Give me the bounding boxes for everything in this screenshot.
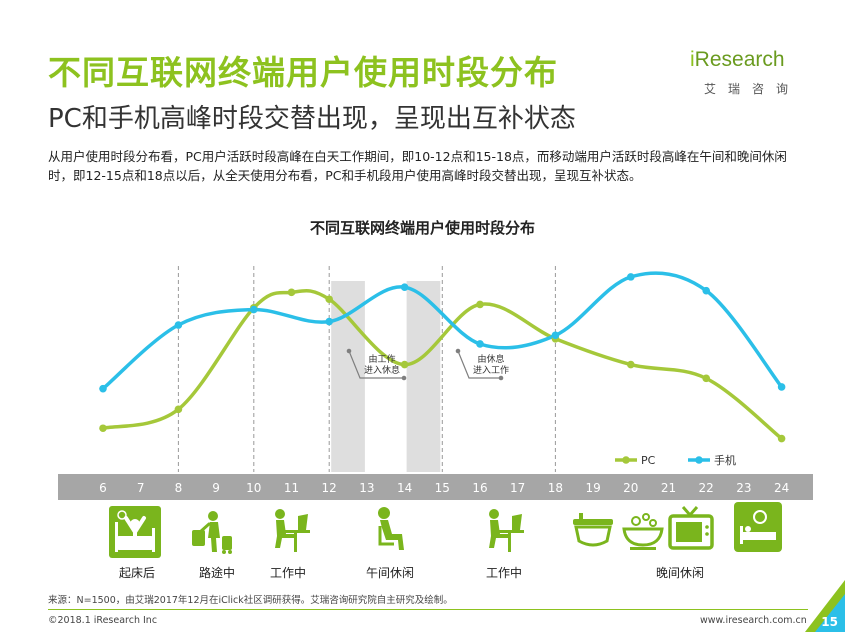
logo-name: Research — [694, 48, 785, 71]
x-tick-6: 6 — [99, 481, 107, 495]
iresearch-logo: iResearch 艾瑞咨询 — [690, 44, 810, 104]
x-tick-21: 21 — [661, 481, 676, 495]
bathtub-icon — [573, 513, 613, 547]
x-tick-14: 14 — [397, 481, 412, 495]
point-pc-20 — [627, 360, 635, 369]
point-mobile-10 — [250, 305, 258, 314]
lunch-rest-icon — [378, 507, 404, 550]
sleep-icon — [734, 502, 782, 552]
legend-marker-pc — [622, 456, 630, 464]
point-mobile-14 — [400, 283, 409, 292]
activity-label-6: 晚间休闲 — [656, 566, 704, 580]
x-axis-band — [58, 474, 813, 500]
point-pc-24 — [777, 434, 786, 443]
x-tick-20: 20 — [623, 481, 638, 495]
legend-marker-mobile — [695, 456, 703, 464]
annotation-text-2-b: 进入工作 — [473, 364, 509, 376]
chart-title: 不同互联网终端用户使用时段分布 — [309, 219, 535, 237]
description-text: 从用户使用时段分布看，PC用户活跃时段高峰在白天工作期间，即10-12点和15-… — [48, 149, 787, 183]
point-pc-14 — [400, 360, 409, 369]
corner-triangle — [805, 580, 845, 632]
point-pc-6 — [99, 424, 107, 433]
activity-label-5: 工作中 — [486, 565, 522, 580]
x-tick-11: 11 — [284, 481, 299, 495]
x-tick-13: 13 — [359, 481, 374, 495]
work-desk-icon — [489, 509, 524, 552]
point-pc-16 — [476, 300, 484, 309]
point-pc-22 — [702, 374, 710, 383]
x-tick-24: 24 — [774, 481, 789, 495]
point-pc-11 — [287, 288, 296, 297]
wake-up-icon — [109, 506, 161, 558]
activity-label-1: 起床后 — [119, 566, 155, 580]
meal-icon — [622, 513, 664, 550]
point-mobile-24 — [777, 383, 786, 391]
annotation-bracket-2 — [457, 350, 501, 379]
source-note: 来源：N=1500，由艾瑞2017年12月在iClick社区调研获得。艾瑞咨询研… — [48, 595, 453, 606]
point-mobile-16 — [476, 340, 484, 348]
legend-label-mobile: 手机 — [714, 453, 736, 467]
activity-label-3: 工作中 — [270, 565, 306, 580]
logo-subtitle: 艾瑞咨询 — [704, 82, 801, 96]
point-pc-8 — [174, 405, 183, 414]
page-subtitle: PC和手机高峰时段交替出现，呈现出互补状态 — [48, 104, 576, 134]
x-tick-23: 23 — [736, 481, 751, 495]
logo-i: i — [690, 48, 695, 71]
legend-label-pc: PC — [641, 454, 656, 467]
annotation-dot-end-2 — [498, 375, 504, 381]
x-tick-16: 16 — [472, 481, 487, 495]
x-tick-7: 7 — [137, 481, 145, 495]
point-mobile-18 — [551, 331, 560, 340]
x-tick-12: 12 — [322, 481, 337, 495]
point-mobile-6 — [99, 384, 107, 393]
x-tick-17: 17 — [510, 481, 525, 495]
x-tick-10: 10 — [246, 481, 261, 495]
logo-wordmark: iResearch — [690, 48, 785, 72]
copyright: ©2018.1 iResearch Inc — [48, 615, 158, 626]
x-tick-22: 22 — [699, 481, 714, 495]
annotation-dot-start-2 — [455, 348, 461, 354]
activity-label-4: 午间休闲 — [366, 566, 414, 580]
point-mobile-22 — [702, 286, 710, 295]
footer-divider — [48, 609, 808, 610]
page-corner: 15 — [805, 580, 845, 632]
point-pc-12 — [325, 295, 334, 304]
website-link[interactable]: www.iresearch.com.cn — [700, 615, 807, 626]
transition-shade-2 — [406, 281, 441, 472]
tv-icon — [668, 506, 714, 550]
x-tick-15: 15 — [435, 481, 450, 495]
annotation-text-1-b: 进入休息 — [364, 364, 400, 376]
x-tick-18: 18 — [548, 481, 563, 495]
x-tick-8: 8 — [175, 481, 183, 495]
point-mobile-8 — [174, 321, 183, 329]
annotation-text-1-a: 由工作 — [368, 353, 395, 365]
x-tick-19: 19 — [585, 481, 600, 495]
page-number: 15 — [821, 615, 838, 629]
annotation-bracket-1 — [348, 350, 404, 379]
point-mobile-20 — [627, 273, 635, 281]
x-tick-9: 9 — [212, 481, 220, 495]
series-line-mobile — [101, 271, 784, 391]
point-mobile-12 — [325, 317, 334, 326]
activity-label-2: 路途中 — [199, 565, 235, 580]
page-title: 不同互联网终端用户使用时段分布 — [48, 53, 558, 92]
commute-icon — [192, 511, 232, 554]
annotation-dot-end-1 — [401, 375, 407, 381]
annotation-text-2-a: 由休息 — [477, 353, 504, 365]
work-desk-icon — [275, 509, 310, 552]
annotation-dot-start-1 — [346, 348, 352, 354]
